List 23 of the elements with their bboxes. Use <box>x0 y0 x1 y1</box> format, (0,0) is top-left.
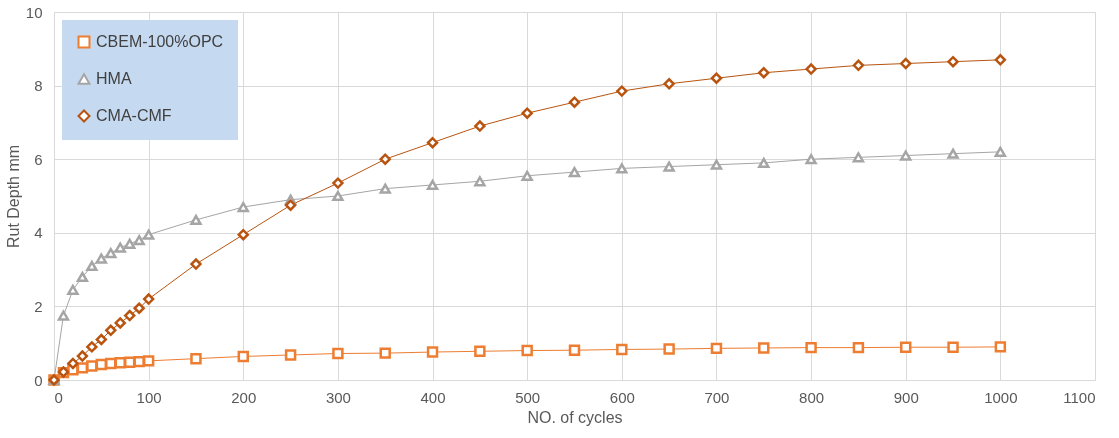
legend-label: CMA-CMF <box>96 107 172 124</box>
x-tick-label: 0 <box>54 388 63 406</box>
x-tick-label: 800 <box>799 388 825 406</box>
y-tick-label: 0 <box>34 371 43 389</box>
y-tick-label: 2 <box>34 297 43 315</box>
x-axis-title: NO. of cycles <box>527 408 623 426</box>
x-tick-label: 1000 <box>984 388 1018 406</box>
x-tick-label: 200 <box>231 388 257 406</box>
x-tick-label: 1100 <box>1063 388 1096 406</box>
y-tick-label: 8 <box>34 77 43 95</box>
x-tick-label: 600 <box>609 388 635 406</box>
y-tick-label: 4 <box>34 224 43 242</box>
x-tick-label: 300 <box>325 388 351 406</box>
y-tick-label: 10 <box>25 3 43 21</box>
legend-label: HMA <box>96 70 132 87</box>
x-tick-label: 500 <box>515 388 541 406</box>
legend-label: CBEM-100%OPC <box>96 33 224 50</box>
x-tick-label: 700 <box>704 388 730 406</box>
x-tick-label: 400 <box>420 388 446 406</box>
x-tick-label: 100 <box>136 388 162 406</box>
y-axis-title: Rut Depth mm <box>4 144 22 249</box>
x-tick-label: 900 <box>893 388 919 406</box>
y-tick-label: 6 <box>34 150 43 168</box>
